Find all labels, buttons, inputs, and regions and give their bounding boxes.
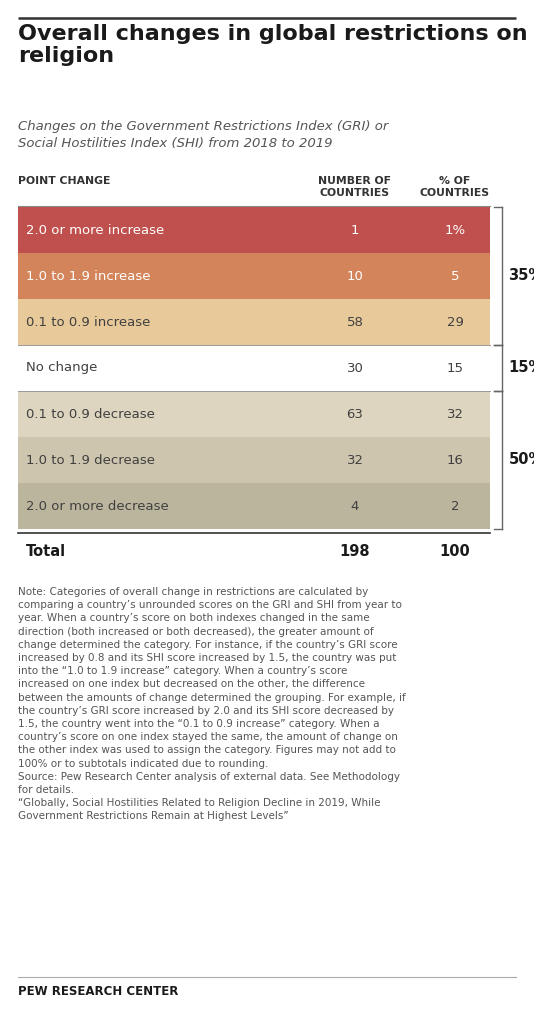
Bar [18,437,490,483]
Text: 50%: 50% [508,452,534,468]
Text: 32: 32 [446,407,464,420]
Bar [18,391,490,437]
Text: 58: 58 [347,315,364,328]
Text: 5: 5 [451,269,459,282]
Text: % OF
COUNTRIES: % OF COUNTRIES [420,176,490,198]
Text: PEW RESEARCH CENTER: PEW RESEARCH CENTER [18,985,178,998]
Text: POINT CHANGE: POINT CHANGE [18,176,111,186]
Text: 30: 30 [347,361,364,374]
Bar [18,253,490,299]
Text: 10: 10 [347,269,364,282]
Bar [18,483,490,529]
Text: 1: 1 [351,223,359,236]
Text: 0.1 to 0.9 increase: 0.1 to 0.9 increase [26,315,151,328]
Text: 2.0 or more decrease: 2.0 or more decrease [26,499,169,513]
Text: 29: 29 [446,315,464,328]
Text: 1%: 1% [444,223,466,236]
Text: NUMBER OF
COUNTRIES: NUMBER OF COUNTRIES [318,176,391,198]
Text: 16: 16 [446,453,464,466]
Text: 1.0 to 1.9 increase: 1.0 to 1.9 increase [26,269,151,282]
Text: 1.0 to 1.9 decrease: 1.0 to 1.9 decrease [26,453,155,466]
Text: Changes on the Government Restrictions Index (GRI) or
Social Hostilities Index (: Changes on the Government Restrictions I… [18,120,388,150]
Text: No change: No change [26,361,97,374]
Text: 198: 198 [340,543,370,559]
Text: 63: 63 [347,407,364,420]
Text: 15: 15 [446,361,464,374]
Text: Overall changes in global restrictions on
religion: Overall changes in global restrictions o… [18,24,528,66]
Text: Note: Categories of overall change in restrictions are calculated by
comparing a: Note: Categories of overall change in re… [18,587,406,821]
Text: 15%: 15% [508,360,534,375]
Text: 2.0 or more increase: 2.0 or more increase [26,223,164,236]
Bar [18,299,490,345]
Text: 0.1 to 0.9 decrease: 0.1 to 0.9 decrease [26,407,155,420]
Text: 32: 32 [347,453,364,466]
Text: 4: 4 [351,499,359,513]
Text: Total: Total [26,543,66,559]
Text: 2: 2 [451,499,459,513]
Text: 35%: 35% [508,268,534,283]
Text: 100: 100 [439,543,470,559]
Bar [18,207,490,253]
